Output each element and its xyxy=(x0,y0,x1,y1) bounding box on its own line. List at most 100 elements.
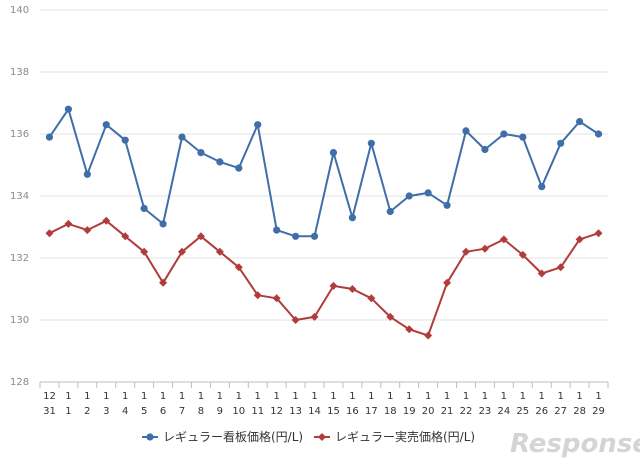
data-point xyxy=(64,105,72,113)
x-tick-label-month: 1 xyxy=(539,391,545,402)
x-tick-label-month: 12 xyxy=(43,391,56,402)
x-tick-label-day: 5 xyxy=(141,406,147,417)
data-point xyxy=(348,285,357,293)
y-tick-label: 128 xyxy=(10,377,29,388)
x-tick-label-month: 1 xyxy=(198,391,204,402)
x-tick-label-month: 1 xyxy=(463,391,469,402)
data-point xyxy=(291,316,300,324)
x-tick-label-day: 7 xyxy=(179,406,185,417)
legend: レギュラー看板価格(円/L) レギュラー実売価格(円/L) xyxy=(142,429,475,444)
x-tick-label-month: 1 xyxy=(425,391,431,402)
data-point xyxy=(537,269,546,278)
x-tick-label-month: 1 xyxy=(179,391,185,402)
data-point xyxy=(216,158,224,166)
data-point xyxy=(348,214,356,222)
x-tick-label-month: 1 xyxy=(141,391,147,402)
data-point xyxy=(481,145,489,154)
x-tick-label-day: 21 xyxy=(441,406,454,417)
x-tick-label-month: 1 xyxy=(65,391,71,402)
data-point xyxy=(215,247,224,256)
x-tick-label-day: 1 xyxy=(65,406,71,417)
data-point xyxy=(480,244,489,253)
x-tick-label-day: 10 xyxy=(232,406,245,417)
x-tick-label-day: 15 xyxy=(327,406,340,417)
data-point xyxy=(196,232,205,241)
x-tick-label-day: 27 xyxy=(554,406,567,417)
data-point xyxy=(253,291,262,300)
data-point xyxy=(367,294,376,303)
x-tick-label-day: 24 xyxy=(497,406,510,417)
data-point xyxy=(140,247,149,256)
x-tick-label-month: 1 xyxy=(444,391,450,402)
data-point xyxy=(83,170,91,178)
x-tick-label-month: 1 xyxy=(330,391,336,402)
data-point xyxy=(556,263,565,272)
y-tick-label: 134 xyxy=(10,191,29,202)
x-tick-label-day: 22 xyxy=(460,406,473,417)
series-line xyxy=(48,108,600,238)
x-tick-label-day: 17 xyxy=(365,406,378,417)
y-axis-ticks: 128 130 132 134 136 138 140 xyxy=(10,5,29,388)
data-point xyxy=(272,294,281,303)
data-point xyxy=(557,139,565,147)
x-tick-label-month: 1 xyxy=(406,391,412,402)
data-point xyxy=(329,281,338,290)
x-tick-label-day: 19 xyxy=(403,406,416,417)
y-tick-label: 138 xyxy=(10,67,29,78)
data-point xyxy=(140,204,148,212)
data-point xyxy=(594,229,603,238)
x-tick-label-day: 9 xyxy=(217,406,223,417)
data-point xyxy=(405,192,413,200)
x-tick-label-day: 12 xyxy=(270,406,283,417)
data-point xyxy=(500,130,508,138)
legend-item-1: レギュラー看板価格(円/L) xyxy=(142,429,303,444)
data-point xyxy=(538,183,546,191)
data-point xyxy=(462,247,470,256)
x-tick-label-day: 26 xyxy=(535,406,548,417)
data-point xyxy=(386,207,394,216)
x-tick-label-day: 14 xyxy=(308,406,321,417)
x-tick-label-month: 1 xyxy=(557,391,563,402)
x-tick-label-month: 1 xyxy=(122,391,128,402)
data-point xyxy=(310,232,319,240)
x-tick-label-month: 1 xyxy=(349,391,355,402)
data-point xyxy=(254,121,262,129)
series-lines xyxy=(45,105,603,340)
series-line xyxy=(49,219,599,337)
legend-marker xyxy=(146,433,154,441)
x-tick-label-day: 4 xyxy=(122,406,128,417)
data-point xyxy=(405,325,414,334)
data-point xyxy=(518,250,527,259)
data-point xyxy=(121,136,129,144)
data-point xyxy=(462,127,470,135)
data-point xyxy=(576,118,584,126)
x-tick-label-day: 20 xyxy=(422,406,435,417)
x-tick-label-day: 13 xyxy=(289,406,302,417)
legend-label: レギュラー実売価格(円/L) xyxy=(335,429,475,444)
data-point xyxy=(273,226,281,234)
x-tick-label-month: 1 xyxy=(103,391,109,402)
x-tick-label-day: 18 xyxy=(384,406,397,417)
x-tick-label-day: 25 xyxy=(516,406,529,417)
x-tick-label-month: 1 xyxy=(255,391,261,402)
x-tick-label-month: 1 xyxy=(273,391,279,402)
x-tick-label-month: 1 xyxy=(595,391,601,402)
data-point xyxy=(424,189,432,197)
data-point xyxy=(83,226,92,235)
data-point xyxy=(159,278,168,287)
y-tick-label: 140 xyxy=(10,5,29,16)
data-point xyxy=(499,235,508,244)
x-tick-label-day: 8 xyxy=(198,406,204,417)
data-point xyxy=(443,278,452,287)
data-point xyxy=(367,139,375,147)
response-logo: Response. xyxy=(510,429,640,459)
data-point xyxy=(64,219,73,228)
data-point xyxy=(443,201,451,209)
x-tick-label-day: 16 xyxy=(346,406,359,417)
x-tick-label-day: 23 xyxy=(479,406,492,417)
series-2 xyxy=(45,216,603,340)
x-tick-label-day: 3 xyxy=(103,406,109,417)
x-tick-label-month: 1 xyxy=(387,391,393,402)
x-tick-label-month: 1 xyxy=(84,391,90,402)
